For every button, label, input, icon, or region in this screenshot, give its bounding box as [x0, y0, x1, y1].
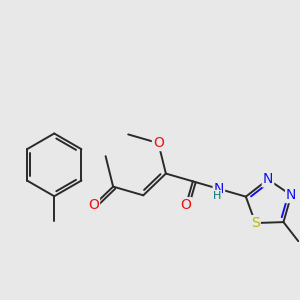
Text: O: O	[153, 136, 164, 150]
Text: O: O	[181, 198, 191, 212]
Text: N: N	[214, 182, 224, 196]
Text: H: H	[213, 191, 221, 201]
Text: O: O	[88, 198, 99, 212]
Text: N: N	[286, 188, 296, 202]
Text: S: S	[251, 216, 260, 230]
Text: N: N	[263, 172, 273, 186]
